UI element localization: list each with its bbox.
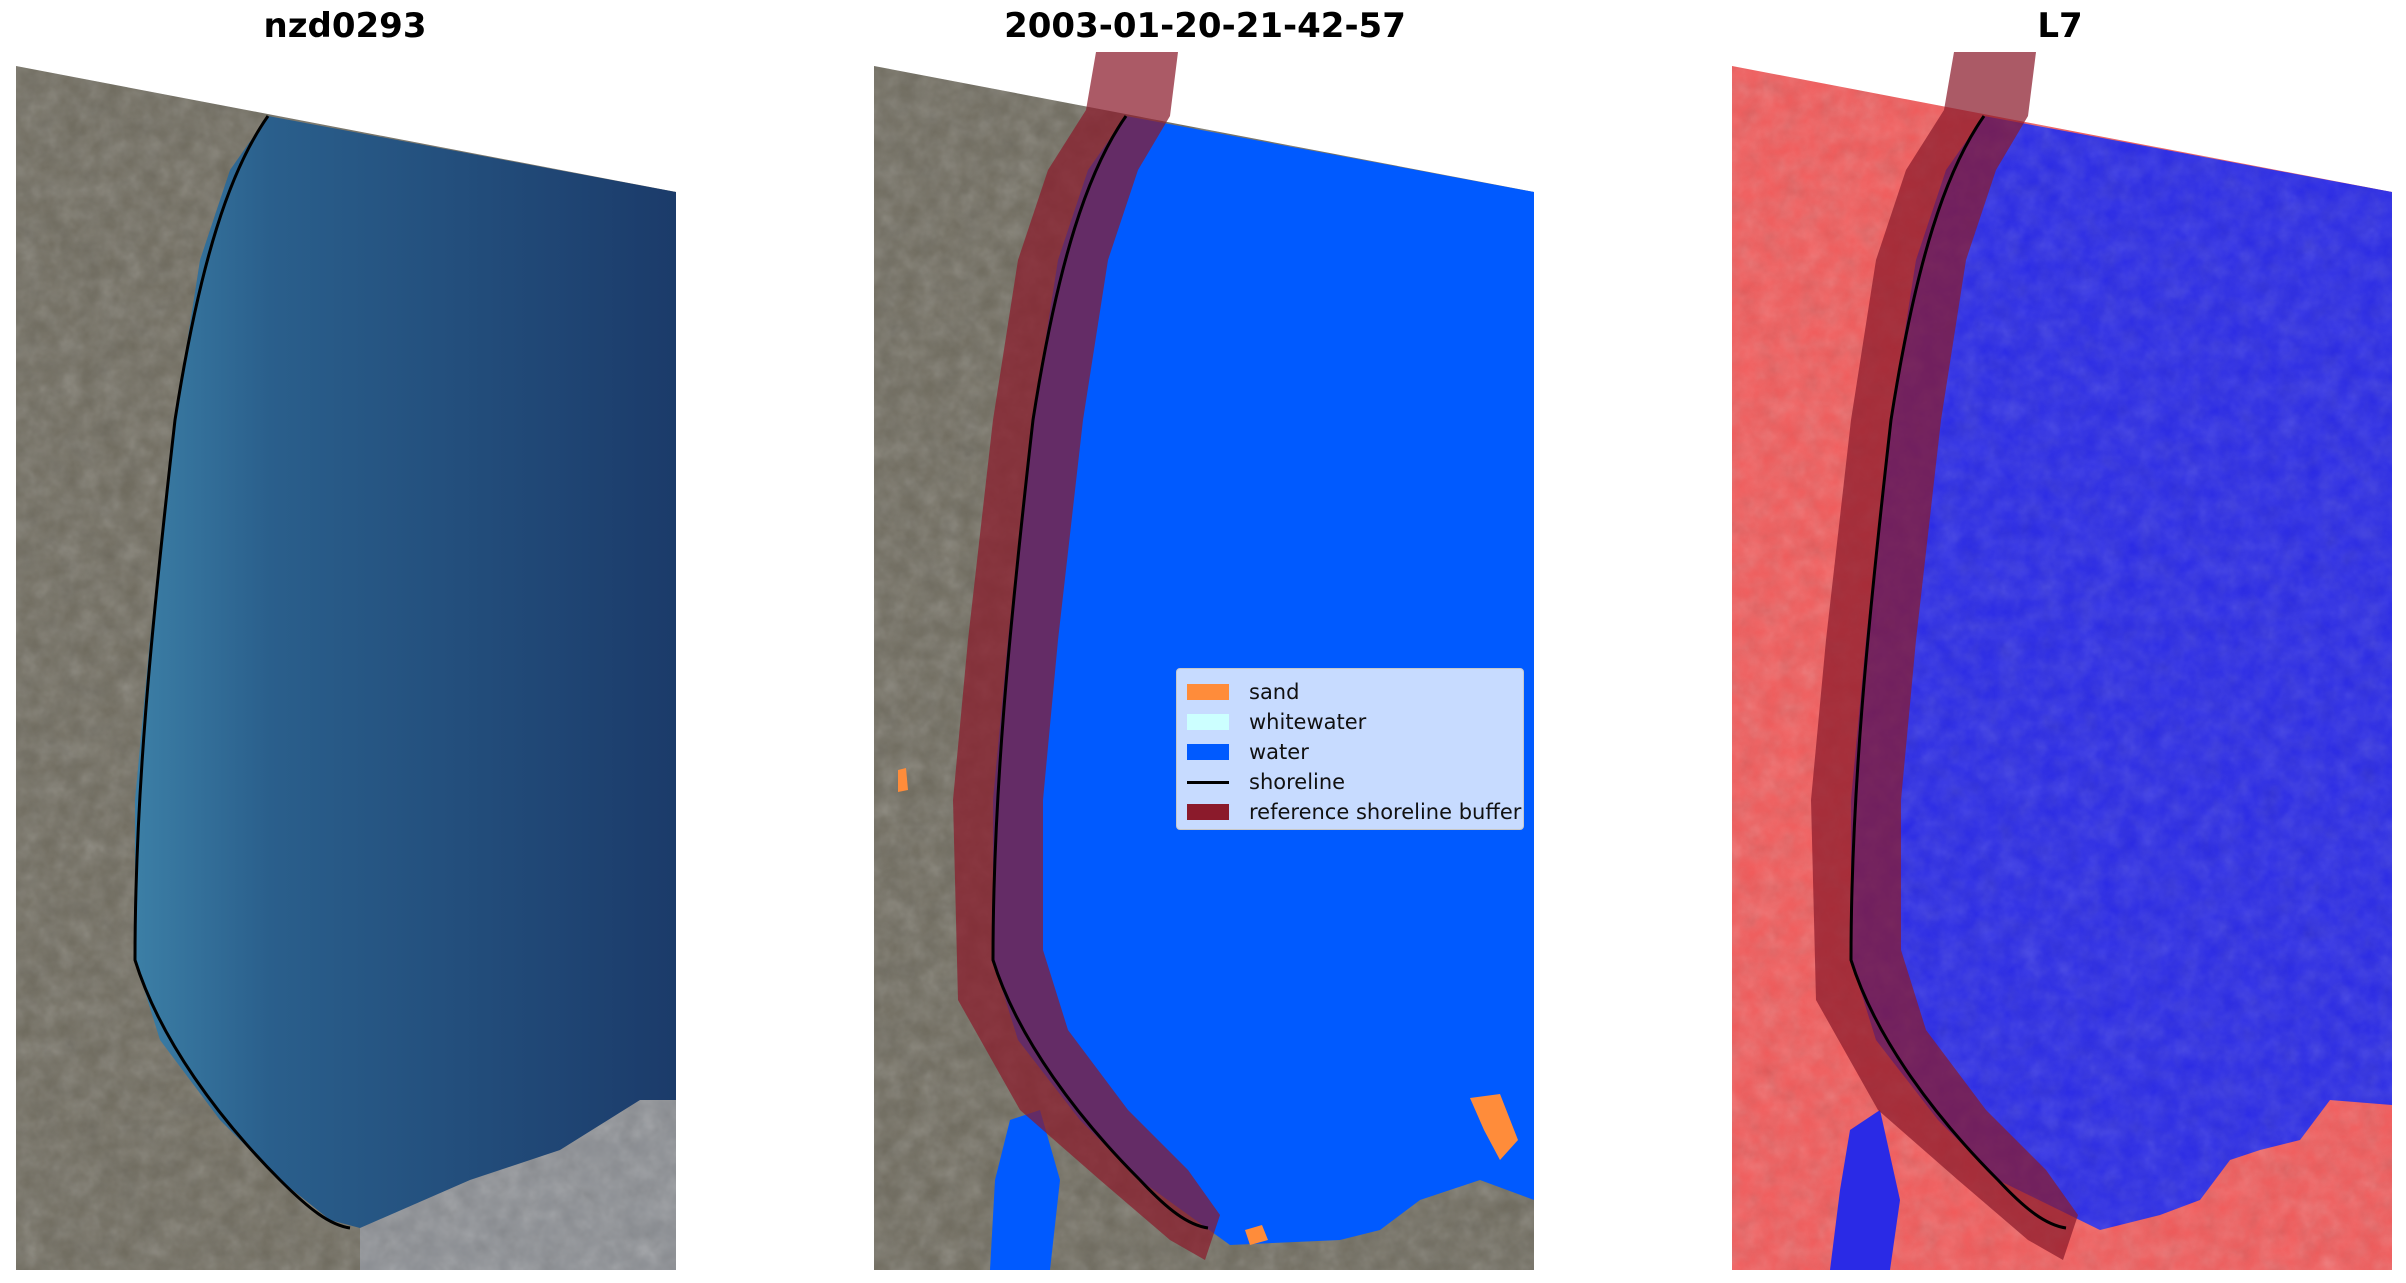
legend-item-whitewater: whitewater [1187, 707, 1513, 737]
legend-item-shoreline: shoreline [1187, 767, 1513, 797]
rgb-image-panel [16, 66, 676, 1270]
rgb-town-texture [360, 1100, 676, 1270]
class-water-patch-left [990, 1110, 1060, 1270]
legend-label-water: water [1249, 740, 1309, 764]
legend-swatch-whitewater [1187, 714, 1229, 730]
index-water-patch-left [1830, 1110, 1900, 1270]
legend-swatch-water [1187, 744, 1229, 760]
legend-item-water: water [1187, 737, 1513, 767]
index-panel [1732, 52, 2392, 1270]
legend-item-sand: sand [1187, 677, 1513, 707]
class-shoreline [991, 115, 1209, 1230]
rgb-shoreline [133, 115, 351, 1230]
index-water-texture [1851, 116, 2392, 1230]
class-buffer [953, 52, 1220, 1260]
legend: sand whitewater water shoreline referenc… [1176, 668, 1524, 830]
legend-label-whitewater: whitewater [1249, 710, 1367, 734]
legend-swatch-buffer [1187, 804, 1229, 820]
classification-panel [874, 52, 1534, 1270]
legend-item-buffer: reference shoreline buffer [1187, 797, 1521, 827]
rgb-sea [135, 116, 676, 1250]
legend-swatch-sand [1187, 684, 1229, 700]
index-shoreline [1849, 115, 2067, 1230]
legend-label-buffer: reference shoreline buffer [1249, 800, 1522, 824]
class-sand-patch-2 [1245, 1225, 1268, 1245]
legend-label-sand: sand [1249, 680, 1300, 704]
class-sand-patch-3 [898, 768, 908, 792]
class-sand-patch-1 [1470, 1094, 1518, 1160]
panel-title-classification: 2003-01-20-21-42-57 [1004, 6, 1406, 46]
legend-swatch-shoreline [1187, 780, 1229, 784]
panel-title-index: L7 [2037, 6, 2083, 46]
index-buffer [1811, 52, 2078, 1260]
panel-title-rgb: nzd0293 [263, 6, 427, 46]
legend-label-shoreline: shoreline [1249, 770, 1346, 794]
